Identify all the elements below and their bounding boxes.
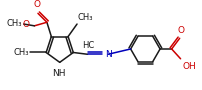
Text: CH₃: CH₃ [78, 13, 93, 22]
Text: NH: NH [52, 69, 65, 78]
Text: O: O [176, 26, 183, 35]
Text: CH₃: CH₃ [6, 19, 22, 28]
Text: O: O [23, 20, 30, 29]
Text: O: O [33, 0, 40, 9]
Text: HC: HC [82, 41, 94, 50]
Text: CH₃: CH₃ [14, 48, 29, 57]
Text: OH: OH [181, 62, 195, 71]
Text: N: N [105, 50, 112, 59]
